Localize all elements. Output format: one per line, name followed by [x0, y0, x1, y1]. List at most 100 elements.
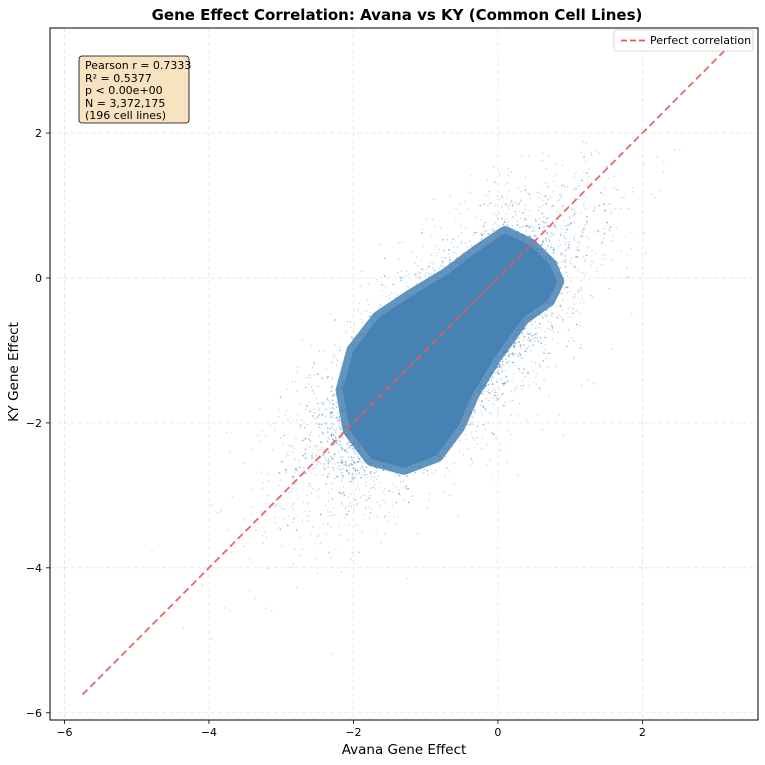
- scatter-point: [291, 505, 293, 507]
- scatter-point: [340, 571, 343, 573]
- scatter-point: [305, 457, 307, 459]
- scatter-point: [201, 584, 204, 586]
- scatter-point: [293, 476, 295, 478]
- scatter-point: [453, 462, 456, 464]
- scatter-point: [335, 431, 337, 434]
- scatter-point: [608, 177, 610, 179]
- scatter-point: [274, 505, 277, 507]
- scatter-point: [541, 429, 543, 431]
- scatter-point: [517, 415, 520, 417]
- scatter-point: [544, 195, 547, 198]
- scatter-point: [384, 515, 386, 517]
- scatter-point: [554, 304, 556, 307]
- scatter-point: [551, 191, 554, 193]
- scatter-point: [377, 475, 379, 478]
- scatter-point: [516, 203, 518, 206]
- scatter-point: [331, 399, 334, 401]
- scatter-point: [535, 235, 537, 238]
- scatter-point: [514, 353, 517, 355]
- scatter-point: [352, 456, 354, 459]
- scatter-point: [293, 517, 296, 520]
- scatter-point: [368, 490, 370, 492]
- scatter-point: [557, 245, 559, 248]
- scatter-point: [529, 236, 532, 238]
- scatter-point: [521, 372, 524, 374]
- scatter-point: [428, 261, 430, 264]
- scatter-point: [583, 301, 585, 304]
- scatter-point: [254, 597, 256, 599]
- scatter-point: [557, 305, 559, 307]
- scatter-point: [421, 259, 423, 261]
- scatter-point: [493, 397, 495, 399]
- scatter-point: [594, 253, 597, 255]
- scatter-point: [601, 263, 603, 266]
- scatter-point: [547, 198, 549, 201]
- scatter-point: [324, 463, 327, 465]
- scatter-point: [358, 551, 361, 554]
- scatter-point: [325, 368, 328, 370]
- scatter-point: [465, 242, 467, 245]
- scatter-point: [339, 465, 341, 467]
- scatter-point: [337, 360, 339, 362]
- scatter-point: [319, 513, 322, 516]
- scatter-point: [451, 242, 453, 244]
- scatter-point: [538, 197, 540, 199]
- scatter-point: [334, 463, 336, 465]
- scatter-point: [663, 161, 665, 163]
- scatter-point: [471, 437, 474, 439]
- scatter-point: [320, 463, 322, 465]
- scatter-point: [487, 204, 489, 207]
- scatter-point: [480, 404, 482, 406]
- scatter-point: [546, 313, 548, 316]
- scatter-point: [484, 230, 486, 233]
- scatter-point: [548, 155, 550, 157]
- scatter-point: [365, 508, 368, 510]
- scatter-point: [338, 449, 340, 452]
- scatter-point: [408, 273, 410, 276]
- scatter-point: [514, 388, 517, 391]
- scatter-point: [534, 320, 537, 323]
- scatter-point: [316, 386, 318, 388]
- scatter-point: [580, 212, 582, 214]
- scatter-point: [347, 496, 350, 498]
- scatter-point: [366, 474, 368, 476]
- scatter-point: [421, 228, 423, 230]
- scatter-point: [611, 210, 613, 212]
- scatter-point: [535, 373, 537, 375]
- scatter-point: [333, 514, 335, 516]
- scatter-point: [275, 522, 277, 524]
- scatter-point: [558, 199, 560, 201]
- scatter-point: [224, 607, 226, 609]
- scatter-point: [317, 573, 319, 575]
- scatter-point: [317, 461, 320, 463]
- scatter-point: [347, 444, 349, 446]
- scatter-point: [333, 408, 335, 410]
- scatter-point: [322, 431, 324, 433]
- scatter-point: [609, 230, 611, 232]
- scatter-point: [318, 427, 320, 429]
- scatter-point: [310, 533, 312, 535]
- scatter-point: [578, 241, 581, 244]
- scatter-point: [422, 246, 425, 248]
- scatter-point: [561, 309, 563, 312]
- scatter-point: [503, 219, 506, 221]
- scatter-point: [251, 489, 253, 491]
- scatter-point: [584, 272, 587, 274]
- scatter-point: [570, 280, 572, 283]
- scatter-point: [353, 452, 355, 454]
- scatter-point: [486, 230, 488, 232]
- scatter-point: [327, 473, 329, 476]
- scatter-point: [473, 409, 476, 411]
- scatter-point: [302, 501, 304, 503]
- scatter-point: [564, 225, 567, 228]
- scatter-point: [279, 396, 282, 399]
- scatter-point: [541, 199, 544, 201]
- scatter-point: [330, 410, 332, 413]
- scatter-point: [570, 263, 572, 265]
- scatter-point: [435, 469, 437, 472]
- scatter-point: [350, 336, 353, 339]
- scatter-point: [351, 475, 354, 477]
- scatter-point: [539, 337, 542, 339]
- scatter-point: [299, 554, 301, 556]
- scatter-point: [291, 451, 293, 453]
